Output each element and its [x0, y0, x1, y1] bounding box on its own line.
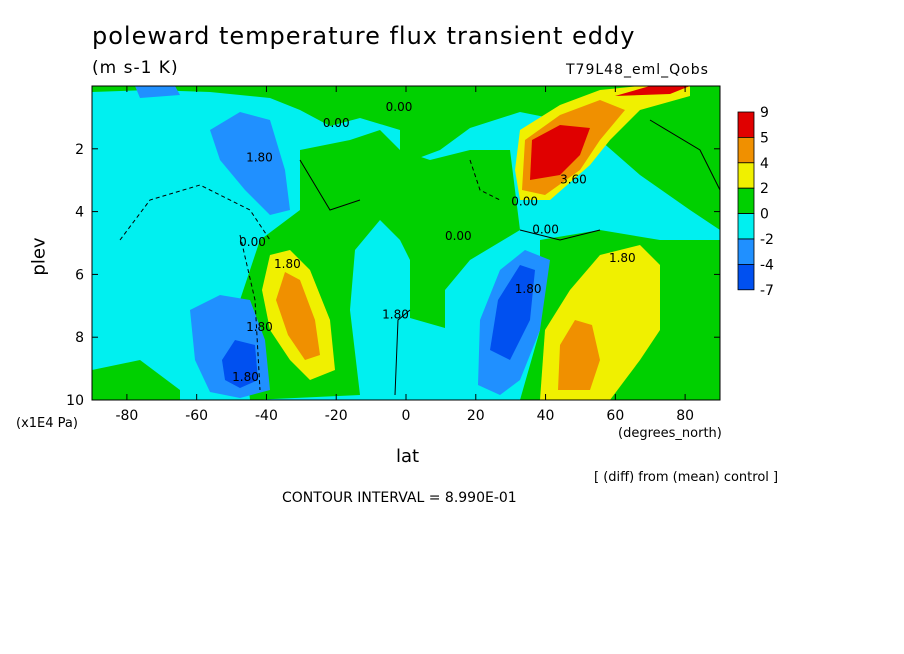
- fill-band-left: [92, 360, 180, 400]
- chart-title: poleward temperature flux transient eddy: [92, 22, 636, 50]
- contour-fills: [92, 86, 720, 400]
- contour-label: 0.00: [445, 229, 472, 243]
- x-tick-label: 60: [606, 408, 624, 424]
- y-tick-label: 10: [66, 393, 84, 409]
- x-tick-label: 80: [676, 408, 694, 424]
- colorbar-swatch: [737, 162, 755, 189]
- contour-lines: [119, 119, 720, 396]
- fill-sh-lower-4: [276, 272, 320, 360]
- colorbar-swatch: [737, 263, 755, 291]
- fill-nh-lower-neg7: [490, 265, 535, 360]
- colorbar-label: 9: [760, 105, 769, 121]
- x-tick-label: -40: [255, 408, 278, 424]
- fill-nh-upper-5: [530, 125, 590, 180]
- colorbar-label: 0: [760, 207, 769, 223]
- colorbar-label: -7: [760, 283, 774, 299]
- x-axis-units: (degrees_north): [618, 426, 722, 441]
- x-tick-label: 40: [537, 408, 555, 424]
- colorbar-swatch: [737, 136, 755, 164]
- contour-label: 1.80: [382, 307, 409, 321]
- fill-sh-lower-neg7: [222, 340, 258, 388]
- colorbar-swatch: [737, 238, 755, 265]
- run-label: T79L48_eml_Qobs: [566, 62, 709, 78]
- fill-top-neg: [135, 86, 180, 98]
- y-tick-label: 4: [75, 205, 84, 221]
- fill-nh-lower-4: [558, 320, 600, 390]
- y-tick-label: 8: [75, 330, 84, 346]
- x-tick-label: -80: [115, 408, 138, 424]
- contour-interval: CONTOUR INTERVAL = 8.990E-01: [282, 490, 517, 506]
- colorbar-swatch: [737, 111, 755, 138]
- contour-label: 1.80: [609, 251, 636, 265]
- fill-nh-top-5: [615, 86, 690, 96]
- contour-label: 0.00: [323, 116, 350, 130]
- colorbar-swatch: [737, 187, 755, 214]
- contour-label: 1.80: [246, 150, 273, 164]
- colorbar: 9 5 4 2 0 -2 -4 -7: [737, 105, 774, 299]
- contour-label: 3.60: [560, 172, 587, 186]
- x-axis-ticks: -80 -60 -40 -20 0 20 40 60 80: [115, 86, 694, 424]
- colorbar-label: 4: [760, 156, 769, 172]
- y-tick-label: 6: [75, 267, 84, 283]
- contour-label-group: 0.00 0.00 1.80 0.00 1.80 0.00 1.80 1.80 0.00 1.80…: [232, 100, 636, 384]
- contour-label: 0.00: [239, 235, 266, 249]
- contour-label: 0.00: [532, 223, 559, 237]
- y-axis-ticks: 2 4 6 8 10: [66, 142, 720, 409]
- x-tick-label: 20: [467, 408, 485, 424]
- diff-note: [ (diff) from (mean) control ]: [594, 470, 779, 485]
- y-tick-label: 2: [75, 142, 84, 158]
- contour-label: 1.80: [274, 257, 301, 271]
- colorbar-label: 2: [760, 181, 769, 197]
- x-tick-label: 0: [402, 408, 411, 424]
- colorbar-label: -4: [760, 257, 774, 273]
- contour-label: 0.00: [386, 100, 413, 114]
- colorbar-label: 5: [760, 130, 769, 146]
- colorbar-label: -2: [760, 232, 774, 248]
- contour-label: 1.80: [515, 282, 542, 296]
- contour-label: 0.00: [511, 194, 538, 208]
- contour-label: 1.80: [246, 320, 273, 334]
- fill-sh-upper-neg: [210, 112, 290, 215]
- colorbar-swatch: [737, 213, 755, 240]
- chart-units: (m s-1 K): [92, 58, 179, 78]
- x-tick-label: -60: [185, 408, 208, 424]
- contour-label: 1.80: [232, 370, 259, 384]
- x-axis-label: lat: [396, 446, 420, 467]
- x-tick-label: -20: [325, 408, 348, 424]
- y-axis-units: (x1E4 Pa): [16, 416, 78, 431]
